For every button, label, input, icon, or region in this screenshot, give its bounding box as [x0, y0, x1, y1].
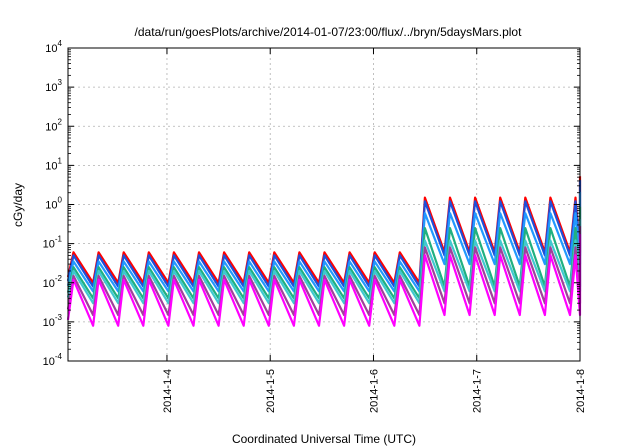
y-tick-exponent: 1	[58, 156, 63, 165]
y-tick-exponent: -2	[55, 274, 63, 283]
x-axis-label: Coordinated Universal Time (UTC)	[232, 432, 416, 446]
x-tick-label: 2014-1-6	[368, 369, 380, 413]
y-tick-label: 10-2	[43, 274, 63, 290]
y-tick-exponent: 4	[58, 39, 63, 48]
y-tick-base: 10	[45, 200, 57, 212]
y-tick-base: 10	[43, 317, 55, 329]
x-axis-ticks: 2014-1-4 2014-1-5 2014-1-6 2014-1-7 2014-1-8	[162, 48, 587, 413]
y-tick-exponent: 0	[58, 196, 63, 205]
series-line	[66, 226, 582, 317]
y-tick-label: 10-3	[43, 313, 63, 329]
y-tick-label: 101	[45, 156, 62, 172]
series-line	[66, 191, 582, 293]
series-line	[66, 180, 582, 288]
y-tick-base: 10	[45, 121, 57, 133]
y-tick-base: 10	[45, 43, 57, 55]
y-tick-exponent: -1	[55, 235, 63, 244]
chart-title: /data/run/goesPlots/archive/2014-01-07/2…	[135, 25, 523, 39]
y-tick-label: 103	[45, 78, 62, 94]
y-tick-exponent: 3	[58, 78, 63, 87]
y-tick-label: 10-1	[43, 235, 63, 251]
y-tick-label: 10-4	[43, 352, 63, 368]
y-tick-base: 10	[43, 356, 55, 368]
x-tick-label: 2014-1-5	[265, 369, 277, 413]
series-line	[66, 219, 582, 305]
series-line	[66, 206, 582, 300]
series-group	[66, 176, 582, 327]
y-tick-label: 104	[45, 39, 62, 55]
y-tick-exponent: -4	[55, 352, 63, 361]
x-tick-label: 2014-1-4	[162, 369, 174, 413]
y-tick-exponent: -3	[55, 313, 63, 322]
y-tick-label: 100	[45, 196, 62, 212]
y-tick-label: 102	[45, 117, 62, 133]
y-tick-base: 10	[43, 278, 55, 290]
y-tick-base: 10	[45, 160, 57, 172]
y-tick-exponent: 2	[58, 117, 63, 126]
x-tick-label: 2014-1-8	[575, 369, 587, 413]
y-tick-base: 10	[43, 239, 55, 251]
y-axis-label: cGy/day	[11, 183, 25, 227]
y-tick-base: 10	[45, 82, 57, 94]
series-line	[66, 234, 582, 327]
x-tick-label: 2014-1-7	[472, 369, 484, 413]
